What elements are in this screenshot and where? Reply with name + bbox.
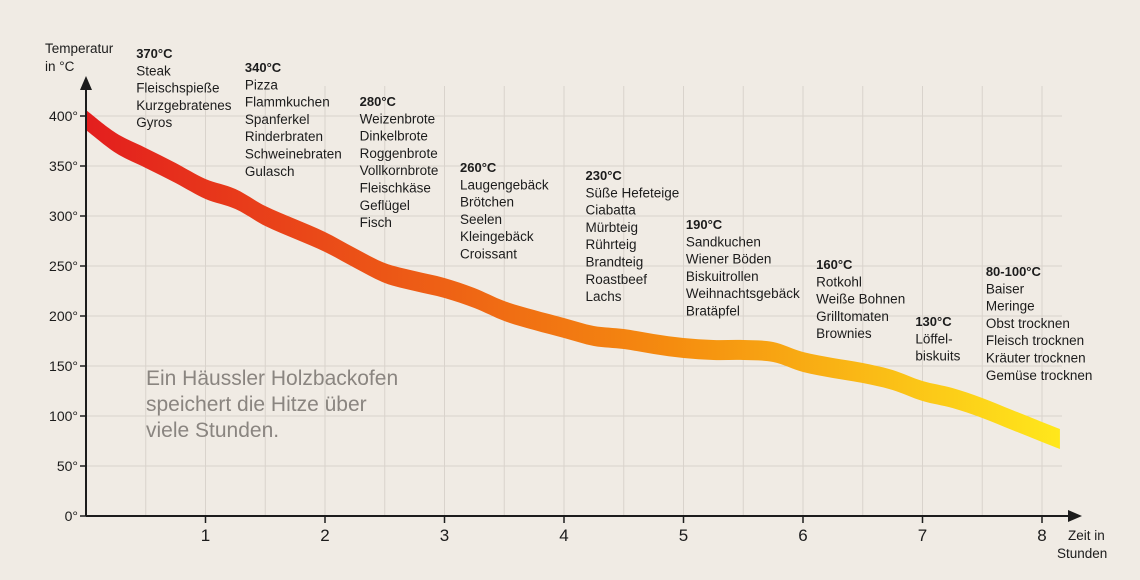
temperature-annotation: 190°C Sandkuchen Wiener Böden Biskuitrollen… [686, 217, 800, 319]
x-tick-label: 1 [201, 526, 210, 545]
annotation-heading: 370°C [136, 46, 173, 61]
note-line: viele Stunden. [146, 419, 279, 442]
y-tick-label: 0° [65, 508, 78, 524]
temperature-annotation: 370°C Steak Fleischspieße Kurzgebratenes Gyr… [136, 46, 232, 130]
annotation-item: Sandkuchen [686, 234, 761, 249]
annotation-item: Biskuitrollen [686, 269, 759, 284]
annotation-item: Spanferkel [245, 112, 310, 127]
annotation-item: Vollkornbrote [360, 163, 439, 178]
annotation-item: Kräuter trocknen [986, 351, 1086, 366]
y-tick-label: 150° [49, 358, 78, 374]
annotation-heading: 280°C [360, 94, 397, 109]
temperature-annotation: 230°C Süße Hefeteige Ciabatta Mürbteig Rührt… [586, 168, 680, 304]
annotation-item: Brötchen [460, 195, 514, 210]
x-tick-label: 2 [320, 526, 329, 545]
annotation-heading: 260°C [460, 160, 497, 175]
x-tick-label: 5 [679, 526, 688, 545]
annotation-item: Flammkuchen [245, 95, 330, 110]
axes [80, 76, 1082, 522]
annotation-item: Weizenbrote [360, 111, 436, 126]
annotation-item: Mürbteig [586, 220, 639, 235]
annotation-item: Obst trocknen [986, 316, 1070, 331]
annotation-item: Brownies [816, 326, 872, 341]
temperature-annotation: 260°C Laugengebäck Brötchen Seelen Kleingebä… [460, 160, 549, 262]
annotation-item: Süße Hefeteige [586, 185, 680, 200]
annotation-item: Steak [136, 63, 171, 78]
annotation-item: Grilltomaten [816, 309, 889, 324]
y-tick-label: 200° [49, 308, 78, 324]
y-tick-label: 300° [49, 208, 78, 224]
y-axis-ticks: 0° 50° 100° 150° 200° 250° 300° 350° 400° [49, 108, 86, 524]
oven-note: Ein Häussler Holzbackofen speichert die H… [146, 367, 398, 442]
annotation-item: Laugengebäck [460, 177, 549, 192]
y-tick-label: 50° [57, 458, 78, 474]
annotation-item: Wiener Böden [686, 252, 772, 267]
annotation-heading: 130°C [915, 314, 952, 329]
annotation-item: Bratäpfel [686, 304, 740, 319]
annotation-item: Kurzgebratenes [136, 98, 232, 113]
annotation-item: Rotkohl [816, 274, 862, 289]
annotation-item: Pizza [245, 77, 279, 92]
note-line: speichert die Hitze über [146, 393, 367, 416]
annotation-item: Fisch [360, 215, 392, 230]
annotation-item: Baiser [986, 281, 1025, 296]
annotation-item: Weiße Bohnen [816, 292, 905, 307]
annotation-heading: 160°C [816, 257, 853, 272]
annotation-heading: 190°C [686, 217, 723, 232]
x-axis-ticks: 1 2 3 4 5 6 7 8 [201, 516, 1047, 545]
temperature-annotation: 160°C Rotkohl Weiße Bohnen Grilltomaten Brow… [816, 257, 905, 341]
annotation-item: Weihnachtsgebäck [686, 286, 800, 301]
annotation-item: Gemüse trocknen [986, 368, 1093, 383]
y-tick-label: 250° [49, 258, 78, 274]
x-axis-title: Zeit in Stunden [1057, 528, 1107, 561]
annotation-heading: 230°C [586, 168, 623, 183]
annotation-heading: 340°C [245, 60, 282, 75]
y-axis-arrow [80, 76, 92, 90]
annotation-item: Dinkelbrote [360, 129, 428, 144]
annotation-item: Meringe [986, 299, 1035, 314]
annotation-item: Fleischkäse [360, 181, 431, 196]
temperature-annotations: 370°C Steak Fleischspieße Kurzgebratenes Gyr… [136, 46, 1092, 383]
annotation-item: Ciabatta [586, 203, 637, 218]
annotation-item: Roastbeef [586, 272, 648, 287]
y-tick-label: 100° [49, 408, 78, 424]
temperature-annotation: 340°C Pizza Flammkuchen Spanferkel Rinderbra… [245, 60, 342, 179]
annotation-item: Kleingebäck [460, 229, 534, 244]
annotation-item: Seelen [460, 212, 502, 227]
annotation-item: Rinderbraten [245, 129, 323, 144]
annotation-item: Lachs [586, 289, 622, 304]
x-tick-label: 3 [440, 526, 449, 545]
temperature-band [86, 110, 1060, 449]
temperature-annotation: 280°C Weizenbrote Dinkelbrote Roggenbrote Vo… [360, 94, 439, 230]
x-tick-label: 4 [559, 526, 568, 545]
annotation-item: Rührteig [586, 237, 637, 252]
note-line: Ein Häussler Holzbackofen [146, 367, 398, 390]
annotation-item: Croissant [460, 247, 517, 262]
temperature-curve [86, 110, 1060, 449]
annotation-item: Brandteig [586, 255, 644, 270]
temperature-annotation: 80-100°C Baiser Meringe Obst trocknen Fleisc… [986, 264, 1093, 383]
annotation-item: Geflügel [360, 198, 410, 213]
y-tick-label: 350° [49, 158, 78, 174]
grid [86, 86, 1062, 516]
y-tick-label: 400° [49, 108, 78, 124]
annotation-item: Löffel- [915, 331, 952, 346]
x-axis-arrow [1068, 510, 1082, 522]
annotation-item: Fleischspieße [136, 81, 219, 96]
annotation-item: Gyros [136, 115, 172, 130]
annotation-item: Gulasch [245, 164, 295, 179]
x-tick-label: 6 [798, 526, 807, 545]
annotation-heading: 80-100°C [986, 264, 1042, 279]
y-axis-title: Temperatur in °C [45, 41, 114, 74]
annotation-item: Fleisch trocknen [986, 333, 1084, 348]
temperature-annotation: 130°C Löffel-biskuits [915, 314, 960, 364]
annotation-item: Schweinebraten [245, 147, 342, 162]
annotation-item: Roggenbrote [360, 146, 438, 161]
annotation-item: biskuits [915, 349, 960, 364]
x-tick-label: 7 [918, 526, 927, 545]
x-tick-label: 8 [1037, 526, 1046, 545]
